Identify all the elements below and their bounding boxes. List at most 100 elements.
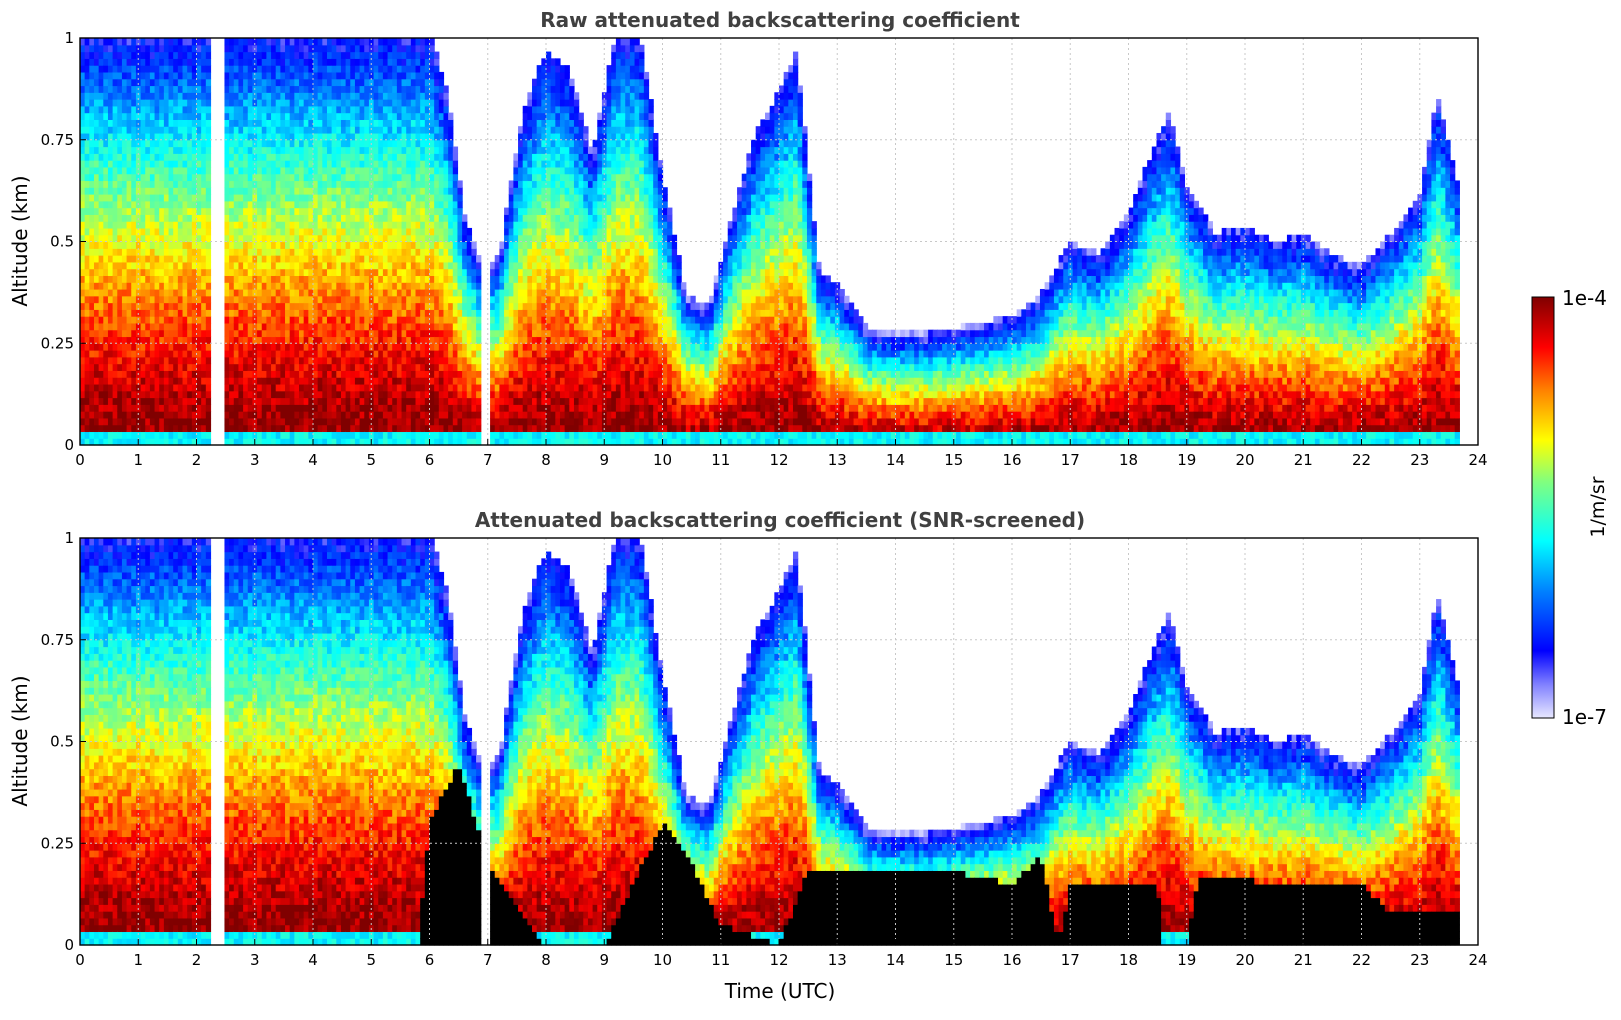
heatmap-column: [168, 38, 174, 446]
heatmap-cell: [373, 160, 379, 168]
heatmap-cell: [196, 356, 202, 365]
heatmap-cell: [98, 234, 104, 243]
heatmap-cell: [350, 431, 356, 439]
heatmap-cell: [98, 329, 104, 338]
heatmap-cell: [103, 173, 109, 182]
heatmap-cell: [98, 261, 104, 270]
heatmap-cell: [424, 38, 431, 46]
heatmap-cell: [98, 119, 104, 127]
heatmap-cell: [275, 275, 281, 283]
heatmap-cell: [173, 417, 179, 426]
heatmap-cell: [280, 194, 286, 202]
heatmap-cell: [429, 92, 435, 100]
heatmap-cell: [340, 363, 347, 371]
heatmap-cell: [396, 261, 403, 270]
heatmap-cell: [429, 275, 435, 283]
heatmap-cell: [93, 282, 100, 290]
heatmap-cell: [462, 302, 468, 310]
heatmap-cell: [103, 227, 109, 236]
heatmap-cell: [373, 139, 379, 148]
heatmap-cell: [406, 78, 412, 87]
heatmap-cell: [359, 302, 365, 310]
heatmap-cell: [280, 38, 286, 46]
heatmap-cell: [396, 343, 403, 351]
heatmap-cell: [107, 255, 114, 263]
heatmap-cell: [448, 438, 454, 446]
heatmap-cell: [191, 431, 198, 439]
heatmap-cell: [406, 438, 412, 446]
heatmap-cell: [252, 363, 258, 371]
heatmap-cell: [145, 139, 151, 148]
heatmap-cell: [466, 397, 473, 405]
heatmap-cell: [364, 397, 370, 405]
heatmap-cell: [294, 207, 300, 215]
heatmap-column: [154, 38, 160, 446]
heatmap-cell: [266, 241, 272, 249]
heatmap-cell: [420, 132, 426, 141]
heatmap-cell: [187, 383, 193, 392]
heatmap-cell: [196, 295, 202, 304]
heatmap-cell: [103, 390, 109, 399]
heatmap-cell: [387, 248, 393, 256]
heatmap-cell: [187, 38, 193, 46]
heatmap-cell: [373, 343, 379, 351]
heatmap-cell: [229, 329, 235, 338]
heatmap-cell: [168, 105, 174, 114]
heatmap-cell: [191, 417, 198, 426]
heatmap-cell: [392, 99, 398, 107]
heatmap-cell: [163, 255, 170, 263]
heatmap-cell: [135, 71, 142, 80]
heatmap-cell: [303, 126, 309, 134]
heatmap-cell: [289, 71, 295, 80]
heatmap-cell: [107, 51, 114, 59]
heatmap-column: [107, 38, 114, 446]
heatmap-cell: [201, 71, 207, 80]
heatmap-cell: [257, 275, 263, 283]
heatmap-cell: [107, 119, 114, 127]
heatmap-cell: [294, 350, 300, 358]
heatmap-cell: [406, 92, 412, 100]
heatmap-cell: [159, 173, 165, 182]
heatmap-cell: [266, 153, 272, 161]
heatmap-cell: [415, 44, 421, 53]
heatmap-cell: [359, 255, 365, 263]
heatmap-cell: [392, 302, 398, 310]
heatmap-cell: [107, 248, 114, 256]
heatmap-cell: [396, 329, 403, 338]
heatmap-cell: [364, 241, 370, 249]
heatmap-cell: [117, 160, 123, 168]
heatmap-cell: [182, 38, 188, 46]
heatmap-cell: [378, 234, 384, 243]
heatmap-cell: [373, 302, 379, 310]
heatmap-cell: [252, 377, 258, 385]
heatmap-cell: [117, 146, 123, 154]
heatmap-cell: [415, 78, 421, 87]
heatmap-cell: [271, 132, 277, 141]
heatmap-cell: [112, 194, 118, 202]
heatmap-cell: [326, 132, 333, 141]
heatmap-cell: [364, 166, 370, 175]
heatmap-cell: [345, 119, 351, 127]
heatmap-cell: [275, 180, 281, 188]
heatmap-cell: [368, 146, 375, 154]
heatmap-cell: [494, 431, 500, 439]
heatmap-cell: [424, 350, 431, 358]
heatmap-cell: [387, 85, 393, 93]
heatmap-column: [247, 38, 254, 446]
heatmap-cell: [322, 390, 328, 399]
heatmap-cell: [313, 99, 319, 107]
heatmap-cell: [112, 343, 118, 351]
heatmap-cell: [112, 417, 118, 426]
heatmap-cell: [149, 112, 156, 120]
heatmap-cell: [261, 363, 267, 371]
heatmap-cell: [149, 187, 156, 195]
heatmap-cell: [438, 316, 445, 324]
heatmap-cell: [476, 336, 482, 344]
heatmap-cell: [89, 356, 95, 365]
heatmap-cell: [140, 302, 146, 310]
heatmap-cell: [131, 363, 137, 371]
heatmap-cell: [182, 146, 188, 154]
heatmap-cell: [336, 417, 342, 426]
heatmap-cell: [462, 309, 468, 317]
heatmap-cell: [93, 268, 100, 277]
